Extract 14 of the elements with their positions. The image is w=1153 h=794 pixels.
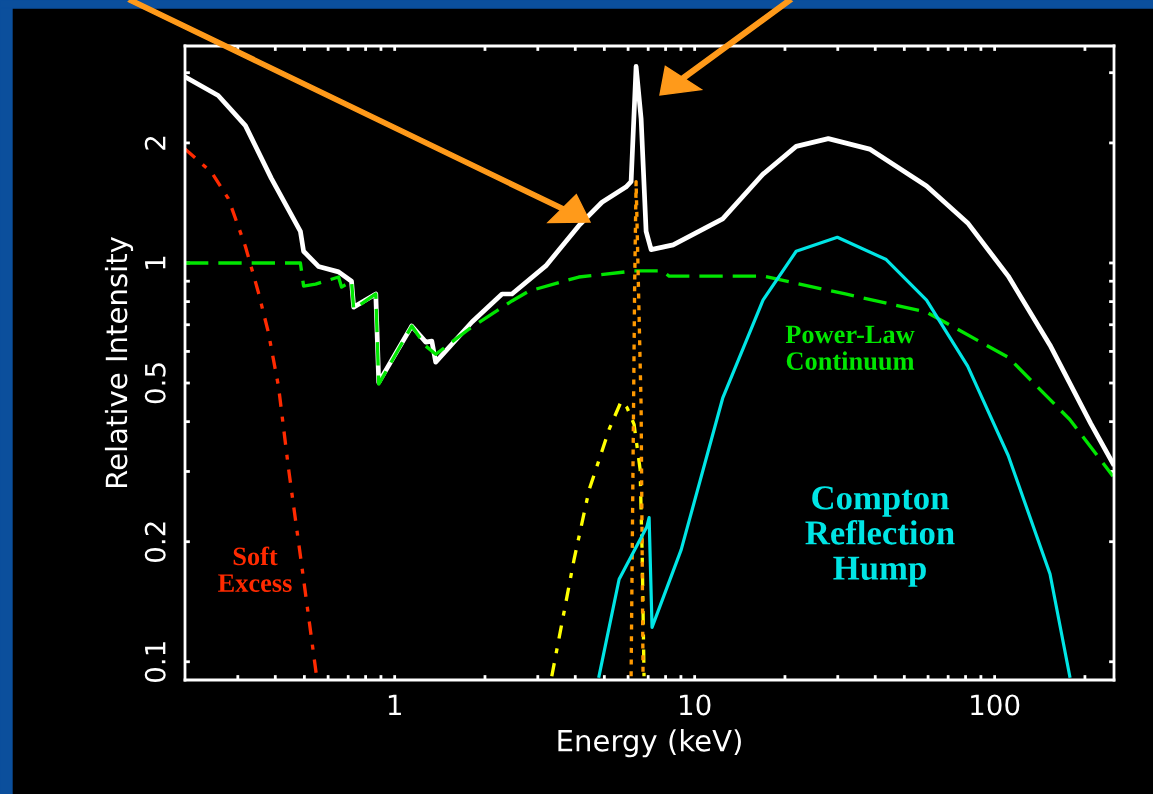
- x-tick-label: 100: [971, 694, 1020, 716]
- x-axis-title: Energy (keV): [558, 729, 741, 758]
- x-tick-label: 10: [680, 694, 711, 716]
- y-tick-label: 0.5: [144, 363, 166, 404]
- y-tick-label: 0.2: [144, 522, 166, 562]
- y-tick-label: 0.1: [144, 642, 166, 683]
- y-tick-label: 1: [145, 256, 166, 269]
- y-axis-title: Relative Intensity: [104, 236, 134, 488]
- line-series: [629, 179, 645, 678]
- x-tick-label: 1: [388, 694, 401, 715]
- series-label: Compton Reflection Hump: [805, 486, 955, 587]
- series-label: Power-Law Continuum: [785, 325, 915, 371]
- series-label: Soft Excess: [218, 546, 292, 592]
- y-tick-label: 2: [144, 136, 166, 150]
